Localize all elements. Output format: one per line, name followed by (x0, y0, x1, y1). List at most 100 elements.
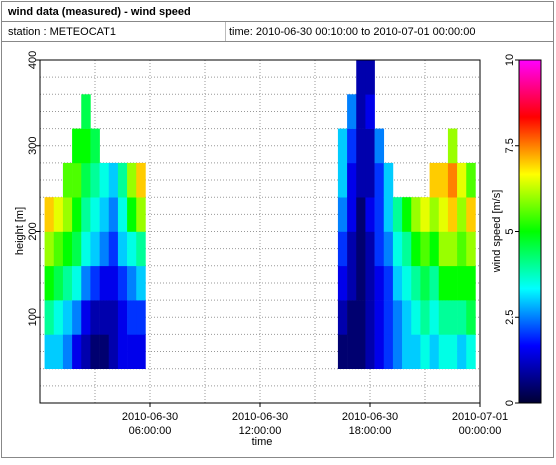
colorbar-tick-label: 5 (504, 228, 516, 234)
heatmap-cell (72, 128, 82, 164)
heatmap-cell (72, 334, 82, 369)
heatmap-cell (374, 162, 385, 198)
heatmap-cell (447, 231, 458, 267)
heatmap-cell (44, 231, 55, 267)
heatmap-cell (374, 197, 385, 232)
heatmap-cell (365, 162, 375, 198)
heatmap-cell (347, 94, 357, 129)
heatmap-cell (420, 300, 430, 335)
heatmap-cell (53, 300, 64, 335)
heatmap-cell (374, 334, 385, 369)
x-tick-label: 2010-07-01 (452, 411, 508, 423)
heatmap-cell (72, 265, 82, 301)
x-tick-label: 2010-06-30 (122, 411, 178, 423)
heatmap-cell (108, 265, 119, 301)
heatmap-cell (365, 265, 375, 301)
heatmap-cell (457, 231, 467, 267)
y-tick-label: 100 (27, 308, 39, 326)
heatmap-cell (81, 231, 91, 267)
heatmap-cell (99, 265, 110, 301)
heatmap-cell (365, 94, 375, 129)
heatmap-cell (457, 197, 467, 232)
heatmap-cell (81, 197, 91, 232)
heatmap-cell (62, 231, 73, 267)
heatmap-cell (127, 334, 137, 369)
heatmap-cell (62, 334, 73, 369)
heatmap-cell (457, 300, 467, 335)
heatmap-cell (411, 265, 421, 301)
heatmap-cell (337, 300, 348, 335)
heatmap-cell (447, 300, 458, 335)
heatmap-cell (44, 334, 55, 369)
heatmap-cell (81, 265, 91, 301)
heatmap-cell (99, 231, 110, 267)
heatmap-cell (117, 300, 128, 335)
heatmap-cell (127, 197, 137, 232)
heatmap-cell (383, 334, 394, 369)
heatmap-cell (466, 265, 476, 301)
heatmap-cell (365, 128, 375, 164)
heatmap-cell (90, 265, 100, 301)
heatmap-cell (420, 334, 430, 369)
heatmap-cell (420, 197, 430, 232)
heatmap-cell (457, 265, 467, 301)
heatmap-cell (411, 231, 421, 267)
heatmap-cell (108, 162, 119, 198)
heatmap-cell (402, 197, 412, 232)
heatmap-cell (136, 197, 146, 232)
heatmap-cell (81, 300, 91, 335)
heatmap-cell (72, 231, 82, 267)
heatmap-cell (117, 162, 128, 198)
heatmap-cell (438, 334, 449, 369)
colorbar-tick-label: 10 (504, 54, 516, 66)
y-tick-label: 400 (27, 51, 39, 69)
heatmap-cell (72, 300, 82, 335)
heatmap-cell (466, 300, 476, 335)
heatmap-cell (365, 60, 375, 95)
heatmap-cell (411, 334, 421, 369)
heatmap-cell (466, 197, 476, 232)
heatmap-cell (337, 265, 348, 301)
heatmap-cell (136, 231, 146, 267)
heatmap-cell (90, 128, 100, 164)
heatmap-cell (438, 197, 449, 232)
heatmap-cell (383, 265, 394, 301)
heatmap-cell (429, 334, 440, 369)
heatmap-cell (53, 197, 64, 232)
heatmap-cell (365, 334, 375, 369)
heatmap-cell (108, 334, 119, 369)
heatmap-cell (117, 265, 128, 301)
heatmap-cell (356, 231, 366, 267)
heatmap-cell (117, 231, 128, 267)
y-tick-label: 300 (27, 137, 39, 155)
heatmap-cell (62, 265, 73, 301)
heatmap-cell (44, 265, 55, 301)
colorbar-tick-label: 7.5 (504, 138, 516, 153)
heatmap-cell (347, 231, 357, 267)
heatmap-cell (127, 162, 137, 198)
heatmap-cell (337, 334, 348, 369)
x-tick-label: 18:00:00 (349, 425, 392, 437)
heatmap-cell (402, 231, 412, 267)
heatmap-cell (392, 197, 403, 232)
heatmap-cell (447, 162, 458, 198)
heatmap-cell (117, 334, 128, 369)
heatmap-cell (337, 128, 348, 164)
x-axis-label: time (252, 436, 273, 448)
heatmap-cell (383, 300, 394, 335)
heatmap-cell (438, 162, 449, 198)
heatmap-cell (466, 162, 476, 198)
heatmap-cell (53, 265, 64, 301)
heatmap-cell (411, 197, 421, 232)
heatmap-cell (457, 334, 467, 369)
heatmap-cell (392, 300, 403, 335)
heatmap-cell (402, 334, 412, 369)
heatmap-cell (347, 334, 357, 369)
heatmap-cell (356, 197, 366, 232)
heatmap-cell (429, 265, 440, 301)
heatmap-cell (438, 300, 449, 335)
heatmap-cell (81, 334, 91, 369)
heatmap-cell (62, 300, 73, 335)
